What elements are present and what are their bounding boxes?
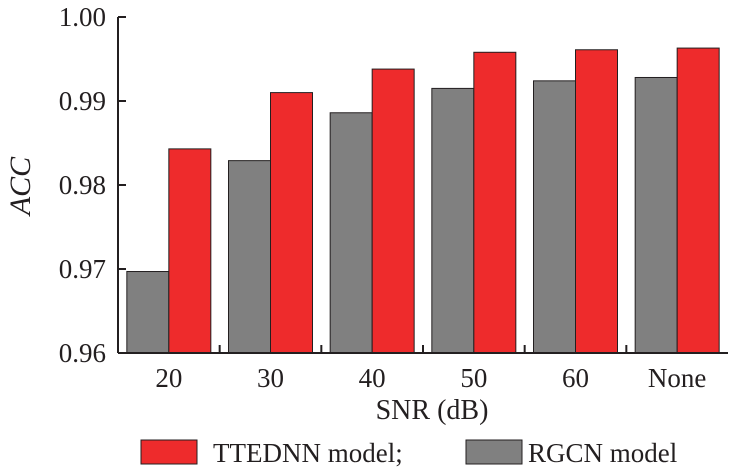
- bar-rgcn-30: [228, 160, 271, 354]
- x-ticks-group: 20 30 40 50 60 None: [155, 345, 706, 393]
- bar-rgcn-40: [329, 112, 373, 354]
- y-tick-label: 0.98: [59, 170, 106, 200]
- legend-label-rgcn: RGCN model: [528, 438, 677, 468]
- x-tick-label: 20: [155, 363, 182, 393]
- bar-ttednn-60: [575, 49, 618, 354]
- y-tick-label: 0.97: [59, 254, 106, 284]
- bar-rgcn-60: [533, 80, 576, 354]
- bars-group: [126, 47, 720, 354]
- legend-swatch-ttednn: [140, 439, 198, 465]
- x-tick-label: 40: [359, 363, 386, 393]
- x-tick-label: 30: [257, 363, 284, 393]
- bar-ttednn-30: [270, 92, 313, 354]
- bar-rgcn-20: [126, 271, 170, 354]
- legend: TTEDNN model; RGCN model: [140, 438, 677, 468]
- x-tick-label: None: [648, 363, 706, 393]
- y-ticks-group: 0.96 0.97 0.98 0.99 1.00: [59, 2, 126, 368]
- bar-rgcn-none: [634, 76, 678, 354]
- bar-ttednn-50: [473, 51, 517, 354]
- bar-rgcn-50: [431, 87, 475, 354]
- legend-swatch-rgcn: [465, 439, 523, 465]
- x-tick-label: 60: [562, 363, 589, 393]
- bar-ttednn-none: [676, 47, 720, 354]
- legend-label-ttednn: TTEDNN model;: [213, 438, 403, 468]
- x-tick-label: 50: [460, 363, 487, 393]
- y-tick-label: 1.00: [59, 2, 106, 32]
- bar-ttednn-20: [168, 148, 212, 354]
- y-tick-label: 0.99: [59, 86, 106, 116]
- y-tick-label: 0.96: [59, 338, 106, 368]
- bar-ttednn-40: [371, 68, 415, 354]
- y-axis-title: ACC: [4, 156, 37, 217]
- x-axis-title: SNR (dB): [376, 395, 489, 426]
